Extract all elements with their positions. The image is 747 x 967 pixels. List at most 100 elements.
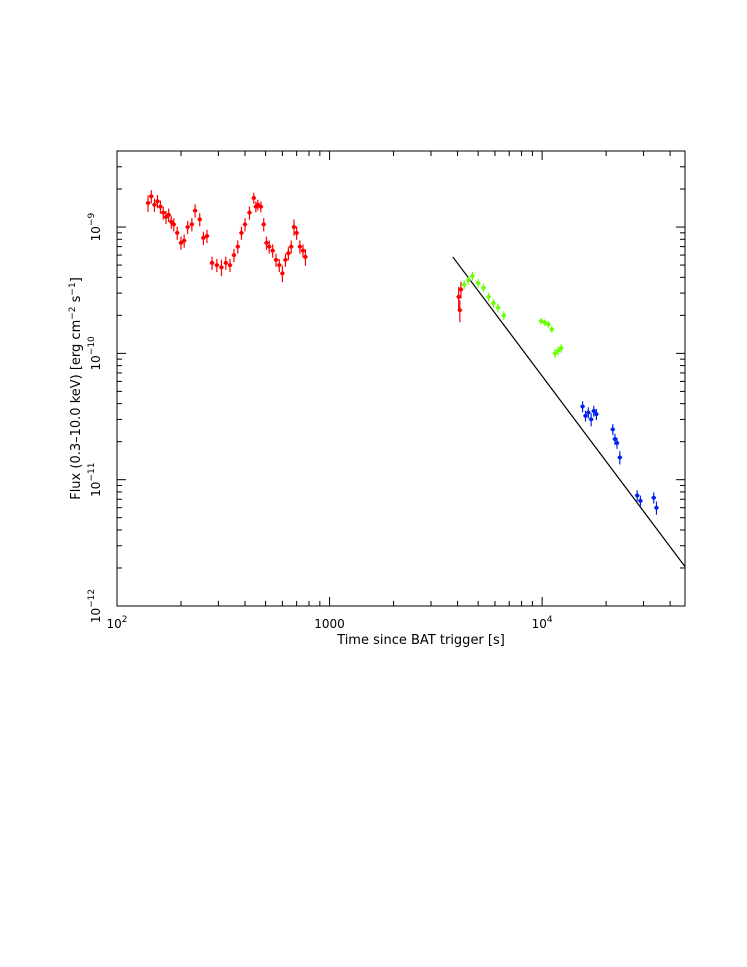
data-point — [491, 298, 496, 308]
y-label-post: ] — [69, 277, 84, 282]
point-marker — [591, 408, 596, 413]
data-point — [614, 437, 620, 449]
data-point — [654, 501, 659, 515]
y-tick-base: 10 — [89, 226, 103, 241]
data-point — [148, 190, 154, 204]
y-tick-base: 10 — [89, 355, 103, 370]
axis-ticks — [116, 150, 685, 607]
point-marker — [294, 230, 299, 235]
x-tick-base: 10 — [106, 617, 121, 631]
data-point — [294, 226, 299, 240]
data-point — [174, 226, 180, 240]
point-marker — [267, 244, 272, 249]
y-tick-exp: −10 — [87, 336, 97, 355]
y-tick-base: 10 — [89, 482, 103, 497]
point-marker — [470, 273, 475, 278]
point-marker — [255, 202, 260, 207]
data-point — [466, 275, 471, 285]
y-tick-base: 10 — [89, 608, 103, 623]
data-point — [594, 408, 599, 420]
point-marker — [182, 238, 187, 243]
data-point — [145, 195, 151, 212]
point-marker — [146, 201, 151, 206]
data-point — [651, 492, 657, 504]
data-point — [201, 231, 206, 245]
point-marker — [546, 322, 551, 327]
point-marker — [549, 327, 554, 332]
point-marker — [559, 346, 564, 351]
point-marker — [580, 404, 585, 409]
data-point — [209, 256, 215, 270]
y-tick-label: 10−12 — [87, 589, 103, 623]
point-marker — [456, 294, 461, 299]
point-marker — [638, 498, 643, 503]
point-marker — [496, 305, 501, 310]
point-marker — [231, 253, 236, 258]
data-point — [192, 204, 198, 218]
data-point — [181, 234, 187, 248]
point-marker — [297, 244, 302, 249]
data-point — [273, 253, 279, 267]
point-marker — [586, 410, 591, 415]
model-line-group — [452, 256, 686, 567]
point-marker — [303, 254, 308, 259]
data-point — [634, 490, 640, 502]
point-marker — [152, 202, 157, 207]
point-marker — [466, 278, 471, 283]
point-marker — [210, 260, 215, 265]
y-label-mid: s — [69, 295, 84, 306]
point-marker — [239, 230, 244, 235]
point-marker — [223, 260, 228, 265]
point-marker — [556, 348, 561, 353]
point-marker — [161, 210, 166, 215]
data-point — [580, 401, 585, 413]
data-point — [178, 236, 184, 250]
x-tick-exp: 4 — [547, 615, 553, 625]
data-point — [297, 240, 303, 254]
point-marker — [274, 257, 279, 262]
point-marker — [149, 194, 154, 199]
point-marker — [612, 436, 617, 441]
y-tick-label: 10−9 — [87, 213, 103, 242]
y-tick-exp: −9 — [87, 213, 97, 227]
point-marker — [476, 281, 481, 286]
data-point — [542, 319, 548, 327]
point-marker — [158, 204, 163, 209]
data-point — [251, 192, 257, 204]
model-fit-line — [452, 256, 686, 567]
point-marker — [614, 441, 619, 446]
data-point — [261, 218, 266, 232]
x-tick-label: 102 — [106, 615, 127, 631]
y-tick-exp: −11 — [87, 463, 97, 482]
data-point — [286, 247, 291, 261]
data-point — [588, 413, 594, 427]
data-point — [558, 343, 564, 353]
data-point — [155, 195, 160, 209]
point-marker — [189, 222, 194, 227]
point-marker — [175, 230, 180, 235]
y-tick-label: 10−10 — [87, 336, 103, 371]
point-marker — [542, 320, 547, 325]
data-point — [152, 198, 157, 212]
y-label-exp2: −1 — [68, 282, 78, 295]
point-marker — [201, 235, 206, 240]
data-point — [166, 208, 171, 222]
point-marker — [462, 282, 467, 287]
point-marker — [481, 285, 486, 290]
point-marker — [280, 271, 285, 276]
point-marker — [270, 248, 275, 253]
point-marker — [258, 204, 263, 209]
data-point — [586, 407, 591, 419]
data-point — [610, 424, 616, 436]
data-point — [300, 244, 306, 258]
y-axis-label: Flux (0.3–10.0 keV) [erg cm−2 s−1] — [68, 277, 84, 500]
data-point — [223, 256, 229, 270]
point-marker — [204, 233, 209, 238]
y-label-exp1: −2 — [68, 306, 78, 319]
point-marker — [169, 219, 174, 224]
point-marker — [651, 495, 656, 500]
data-point — [214, 258, 220, 273]
point-marker — [589, 417, 594, 422]
y-label-pre: Flux (0.3–10.0 keV) [erg cm — [69, 320, 84, 500]
